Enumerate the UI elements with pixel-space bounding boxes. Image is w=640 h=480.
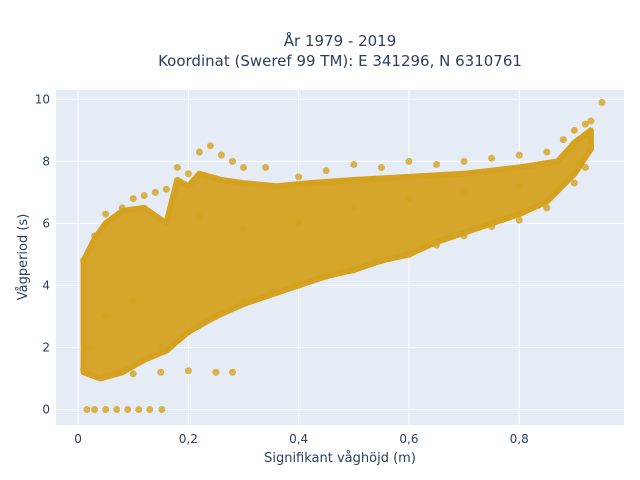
- data-point-61: [488, 222, 496, 230]
- data-point-57: [377, 257, 385, 265]
- data-point-42: [570, 126, 578, 134]
- data-point-27: [217, 151, 225, 159]
- data-point-32: [322, 167, 330, 175]
- data-point-4: [124, 405, 132, 413]
- data-point-40: [543, 148, 551, 156]
- data-point-60: [460, 232, 468, 240]
- data-point-10: [129, 370, 137, 378]
- y-axis-ticks: 0 2 4 6 8 10: [35, 92, 50, 416]
- data-point-39: [515, 151, 523, 159]
- data-point-38: [488, 154, 496, 162]
- x-axis-ticks: 0 0,2 0,4 0,6 0,8: [74, 432, 529, 446]
- data-point-18: [118, 204, 126, 212]
- x-tick-label-2: 0,4: [289, 432, 308, 446]
- y-tick-label-5: 10: [35, 92, 50, 106]
- data-point-25: [195, 148, 203, 156]
- data-point-72: [515, 182, 523, 190]
- data-point-67: [239, 226, 247, 234]
- data-point-46: [85, 343, 93, 351]
- y-tick-label-2: 4: [42, 278, 50, 292]
- y-tick-label-1: 2: [42, 340, 50, 354]
- data-point-5: [135, 405, 143, 413]
- y-tick-label-3: 6: [42, 216, 50, 230]
- data-point-2: [102, 405, 110, 413]
- data-point-69: [350, 204, 358, 212]
- data-point-51: [212, 312, 220, 320]
- data-point-17: [102, 210, 110, 218]
- data-point-33: [350, 160, 358, 168]
- x-tick-label-3: 0,6: [399, 432, 418, 446]
- data-point-31: [295, 173, 303, 181]
- data-point-47: [102, 312, 110, 320]
- data-point-29: [239, 164, 247, 172]
- data-point-13: [212, 368, 220, 376]
- data-point-23: [173, 164, 181, 172]
- data-point-43: [581, 120, 589, 128]
- data-point-14: [228, 368, 236, 376]
- data-point-44: [587, 117, 595, 125]
- data-point-49: [157, 343, 165, 351]
- data-point-37: [460, 157, 468, 165]
- data-point-58: [405, 250, 413, 258]
- data-point-21: [151, 188, 159, 196]
- data-point-20: [140, 191, 148, 199]
- data-point-28: [228, 157, 236, 165]
- data-point-9: [102, 371, 110, 379]
- data-point-70: [405, 195, 413, 203]
- x-tick-label-0: 0: [74, 432, 82, 446]
- chart-title-line-1: År 1979 - 2019: [284, 31, 397, 50]
- data-point-11: [157, 368, 165, 376]
- data-point-0: [83, 405, 91, 413]
- x-tick-label-4: 0,8: [510, 432, 529, 446]
- data-point-8: [80, 365, 88, 373]
- data-point-54: [295, 281, 303, 289]
- data-point-26: [206, 142, 214, 150]
- data-point-63: [543, 204, 551, 212]
- data-point-30: [262, 164, 270, 172]
- data-point-24: [184, 170, 192, 178]
- data-point-52: [239, 297, 247, 305]
- chart-title-line-2: Koordinat (Sweref 99 TM): E 341296, N 63…: [158, 52, 522, 70]
- data-point-6: [146, 405, 154, 413]
- data-point-35: [405, 157, 413, 165]
- data-point-19: [129, 195, 137, 203]
- data-point-64: [570, 179, 578, 187]
- data-point-7: [158, 405, 166, 413]
- data-point-1: [91, 405, 99, 413]
- x-tick-label-1: 0,2: [179, 432, 198, 446]
- data-point-36: [433, 160, 441, 168]
- data-point-41: [559, 136, 567, 144]
- data-point-48: [129, 297, 137, 305]
- data-points: [80, 98, 606, 413]
- data-point-15: [80, 257, 88, 265]
- data-point-53: [267, 288, 275, 296]
- data-point-55: [322, 272, 330, 280]
- data-point-65: [581, 164, 589, 172]
- y-tick-label-0: 0: [42, 402, 50, 416]
- data-point-3: [113, 405, 121, 413]
- data-point-56: [350, 266, 358, 274]
- data-point-12: [184, 367, 192, 375]
- y-axis-title: Vågperiod (s): [16, 214, 31, 301]
- data-point-62: [515, 216, 523, 224]
- x-axis-title: Signifikant våghöjd (m): [264, 451, 416, 466]
- data-point-59: [433, 241, 441, 249]
- data-point-22: [162, 185, 170, 193]
- data-point-45: [598, 98, 606, 106]
- data-point-34: [377, 164, 385, 172]
- data-point-68: [295, 219, 303, 227]
- data-point-50: [184, 328, 192, 336]
- y-tick-label-4: 8: [42, 154, 50, 168]
- data-point-16: [91, 232, 99, 240]
- data-point-66: [195, 213, 203, 221]
- data-point-71: [460, 188, 468, 196]
